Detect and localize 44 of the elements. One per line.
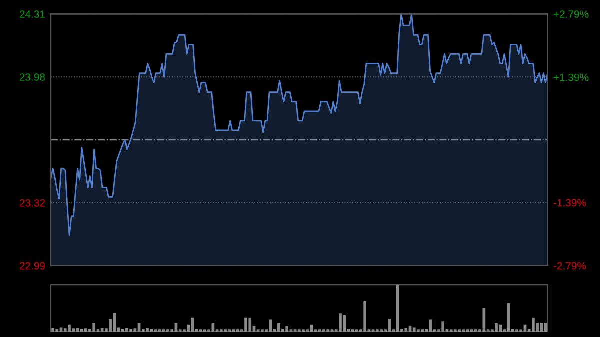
bar (113, 313, 116, 332)
bar (343, 316, 346, 332)
bar (80, 329, 84, 332)
bar (212, 324, 215, 332)
bar (499, 324, 502, 332)
bar (60, 328, 63, 332)
bar (412, 328, 416, 332)
bar (396, 285, 400, 332)
bar (339, 314, 342, 332)
y2-tick-label: -1.39% (554, 199, 586, 207)
y2-tick-label: -2.79% (554, 262, 586, 270)
bar (364, 301, 367, 332)
bar (100, 328, 104, 332)
bar (64, 328, 67, 332)
bar (52, 328, 54, 332)
bar (84, 328, 88, 332)
bar (146, 328, 149, 332)
bar (121, 329, 124, 332)
bar (56, 329, 59, 332)
bar (277, 324, 280, 332)
bar (442, 322, 445, 332)
bar (130, 329, 132, 332)
bar (495, 324, 498, 332)
bar (248, 318, 252, 332)
bar (286, 326, 289, 332)
bar (68, 324, 71, 332)
bar (540, 323, 544, 332)
bar (126, 328, 128, 332)
bar (532, 318, 535, 332)
y2-tick-label: +2.79% (554, 10, 589, 18)
y-tick-label: 22.99 (20, 262, 45, 270)
bar (244, 318, 248, 332)
bar (404, 328, 408, 332)
bar (269, 320, 272, 332)
y-tick-label: 24.31 (20, 10, 45, 18)
y-tick-label: 23.98 (20, 74, 45, 81)
bar (76, 328, 80, 332)
bar (72, 328, 76, 332)
y2-tick-label: +1.39% (554, 74, 589, 82)
bar (150, 329, 154, 332)
bar (191, 318, 194, 332)
bar (92, 323, 96, 332)
bar (482, 308, 486, 332)
y-tick-label: 23.32 (20, 199, 45, 207)
